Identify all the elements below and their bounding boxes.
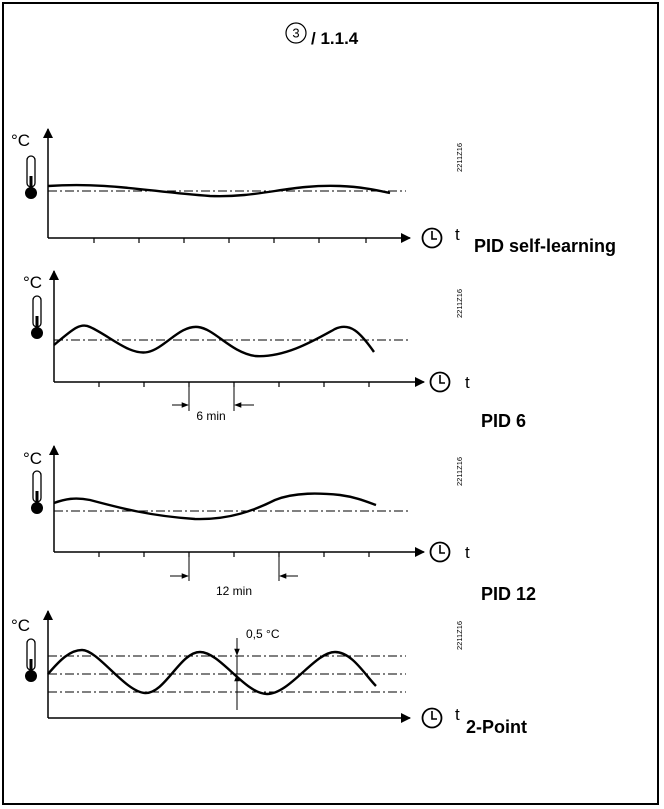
unit-label: °C	[11, 131, 30, 150]
interval-dimension	[170, 552, 298, 581]
circled-number: 3	[292, 26, 299, 41]
section-reference: / 1.1.4	[311, 29, 359, 48]
figure-code: 2211Z16	[455, 621, 464, 650]
mode-label: PID 6	[481, 411, 526, 431]
interval-label: 6 min	[196, 409, 225, 423]
temperature-curve	[47, 183, 391, 198]
thermometer-icon	[25, 155, 37, 199]
temperature-curve	[53, 492, 377, 521]
x-axis-ticks	[93, 238, 367, 243]
interval-dimension	[172, 382, 254, 411]
header: 3 / 1.1.4	[285, 22, 359, 48]
hysteresis-label: 0,5 °C	[246, 627, 280, 641]
unit-label: °C	[23, 449, 42, 468]
clock-icon	[421, 227, 443, 249]
unit-label: °C	[23, 273, 42, 292]
circled-number-badge	[285, 22, 307, 44]
thermometer-icon	[31, 295, 43, 339]
temperature-curve	[53, 324, 375, 358]
mode-label: PID 12	[481, 584, 536, 604]
time-label: t	[455, 225, 460, 244]
panel-pid-12: °C 12 min t PID 12 2211Z16	[23, 445, 536, 604]
thermometer-icon	[25, 638, 37, 682]
panel-pid-6: °C 6 min t PID 6 2211Z16	[23, 270, 526, 431]
clock-icon	[421, 707, 443, 729]
panel-pid-self-learning: °C t PID self-learning 2211Z16	[11, 128, 616, 256]
clock-icon	[429, 541, 451, 563]
time-label: t	[455, 705, 460, 724]
mode-label: 2-Point	[466, 717, 527, 737]
interval-label: 12 min	[216, 584, 252, 598]
time-label: t	[465, 373, 470, 392]
mode-label: PID self-learning	[474, 236, 616, 256]
thermometer-icon	[31, 470, 43, 514]
temperature-curve	[47, 648, 377, 696]
figure-code: 2211Z16	[455, 289, 464, 318]
figure-code: 2211Z16	[455, 457, 464, 486]
clock-icon	[429, 371, 451, 393]
time-label: t	[465, 543, 470, 562]
panel-two-point: °C 0,5 °C t 2-Point 2211Z16	[11, 610, 527, 737]
unit-label: °C	[11, 616, 30, 635]
figure-code: 2211Z16	[455, 143, 464, 172]
